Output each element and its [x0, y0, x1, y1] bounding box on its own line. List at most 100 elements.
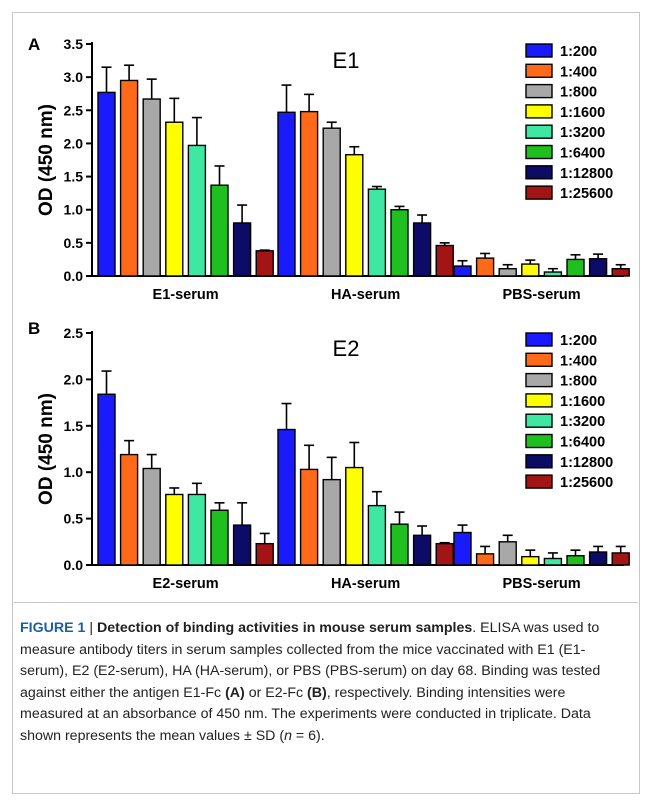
- bar: [412, 222, 432, 277]
- legend-swatch: [525, 474, 553, 489]
- bar: [255, 250, 274, 277]
- bar: [255, 542, 274, 566]
- bar: [97, 91, 116, 277]
- y-axis-label: OD (450 nm): [36, 104, 57, 216]
- bar: [435, 244, 454, 277]
- legend-label: 1:200: [560, 44, 597, 60]
- bar: [543, 557, 563, 566]
- y-tick-label: 1.0: [64, 202, 84, 218]
- x-tick-label: PBS-serum: [503, 287, 581, 303]
- legend-label: 1:1600: [560, 394, 605, 410]
- legend-label: 1:400: [560, 353, 597, 369]
- bar: [142, 98, 161, 277]
- bar: [588, 551, 608, 566]
- bar: [521, 263, 540, 277]
- bar: [475, 257, 495, 277]
- figure-frame: [12, 12, 640, 794]
- caption-text-1: . ELISA was used to measure antibody tit…: [20, 620, 601, 701]
- bar: [187, 493, 207, 566]
- bar: [187, 144, 207, 277]
- bar: [277, 111, 296, 277]
- y-tick-label: 1.5: [64, 418, 84, 434]
- y-axis-label: OD (450 nm): [36, 393, 57, 505]
- legend-swatch: [525, 413, 553, 428]
- chart-title: E1: [333, 48, 360, 73]
- panel-label: A: [28, 35, 40, 54]
- bar: [142, 467, 161, 566]
- x-tick-label: HA-serum: [331, 287, 400, 303]
- legend-label: 1:800: [560, 374, 597, 390]
- panel-label: B: [28, 319, 40, 338]
- bar: [390, 523, 409, 566]
- y-tick-label: 3.0: [64, 69, 84, 85]
- bar: [498, 541, 517, 566]
- legend-label: 1:6400: [560, 435, 605, 451]
- caption-n: n: [284, 727, 292, 744]
- bar: [588, 258, 608, 277]
- x-tick-label: PBS-serum: [503, 576, 581, 592]
- legend-swatch: [525, 393, 553, 408]
- legend-label: 1:25600: [560, 186, 613, 202]
- legend-swatch: [525, 433, 553, 449]
- y-tick-label: 0.0: [64, 268, 84, 284]
- legend-swatch: [525, 352, 553, 367]
- chart-title: E2: [333, 336, 360, 361]
- bar: [165, 493, 184, 566]
- legend-swatch: [525, 83, 553, 99]
- legend-label: 1:800: [560, 85, 597, 101]
- figure-caption: FIGURE 1 | Detection of binding activiti…: [20, 618, 630, 748]
- y-tick-label: 0.0: [64, 557, 84, 573]
- bar: [119, 453, 139, 566]
- y-tick-label: 2.0: [64, 135, 84, 151]
- legend-label: 1:1600: [560, 105, 605, 121]
- legend-swatch: [525, 185, 553, 200]
- panel-a-chart: A E1 OD (450 nm) 0.0 0.5 1.0 1.5 2.0 2.5 3.0 3.5 E1…: [28, 35, 630, 303]
- caption-separator: |: [85, 620, 98, 636]
- bar: [453, 265, 472, 277]
- bar: [210, 184, 229, 277]
- legend-label: 1:12800: [560, 455, 613, 471]
- caption-text-3: , respectively. Binding intensities were…: [20, 684, 591, 744]
- bar: [165, 121, 184, 277]
- figure: A E1 OD (450 nm) 0.0 0.5 1.0 1.5 2.0 2.5 3.0 3.5 E1…: [28, 35, 630, 592]
- caption-title: Detection of binding activities in mouse…: [97, 620, 473, 636]
- bar: [498, 268, 517, 277]
- y-tick-label: 1.5: [64, 169, 84, 185]
- caption-ref-b: (B): [307, 684, 327, 701]
- legend-swatch: [525, 104, 553, 119]
- bar: [566, 555, 585, 566]
- bar: [390, 209, 409, 277]
- legend-label: 1:200: [560, 333, 597, 349]
- y-tick-label: 2.5: [64, 325, 84, 341]
- bar: [322, 127, 341, 277]
- legend-swatch: [525, 454, 553, 469]
- bar: [299, 468, 319, 566]
- legend-swatch: [525, 124, 553, 139]
- bar: [435, 542, 454, 566]
- caption-divider: [14, 602, 638, 603]
- bar: [277, 428, 296, 566]
- y-tick-label: 0.5: [64, 235, 84, 251]
- bar: [345, 466, 364, 566]
- bar: [119, 79, 139, 277]
- legend-swatch: [525, 332, 553, 347]
- caption-ref-a: (A): [225, 684, 245, 701]
- bar: [543, 271, 563, 277]
- x-tick-label: E1-serum: [153, 287, 219, 303]
- bar: [367, 504, 387, 566]
- x-tick-label: E2-serum: [153, 576, 219, 592]
- bar: [97, 393, 116, 566]
- panel-b-chart: B E2 OD (450 nm) 0.0 0.5 1.0 1.5 2.0 2.5 E2-serum…: [28, 319, 630, 592]
- caption-text-4: = 6).: [291, 727, 325, 744]
- legend-swatch: [525, 372, 553, 388]
- caption-text-2: or E2-Fc: [244, 684, 308, 701]
- bar: [412, 534, 432, 566]
- bar: [367, 188, 387, 277]
- legend-label: 1:25600: [560, 475, 613, 491]
- legend-swatch: [525, 63, 553, 78]
- legend-label: 1:400: [560, 64, 597, 80]
- y-tick-label: 2.0: [64, 371, 84, 387]
- y-tick-label: 3.5: [64, 36, 84, 52]
- legend-label: 1:3200: [560, 414, 605, 430]
- bar: [345, 153, 364, 277]
